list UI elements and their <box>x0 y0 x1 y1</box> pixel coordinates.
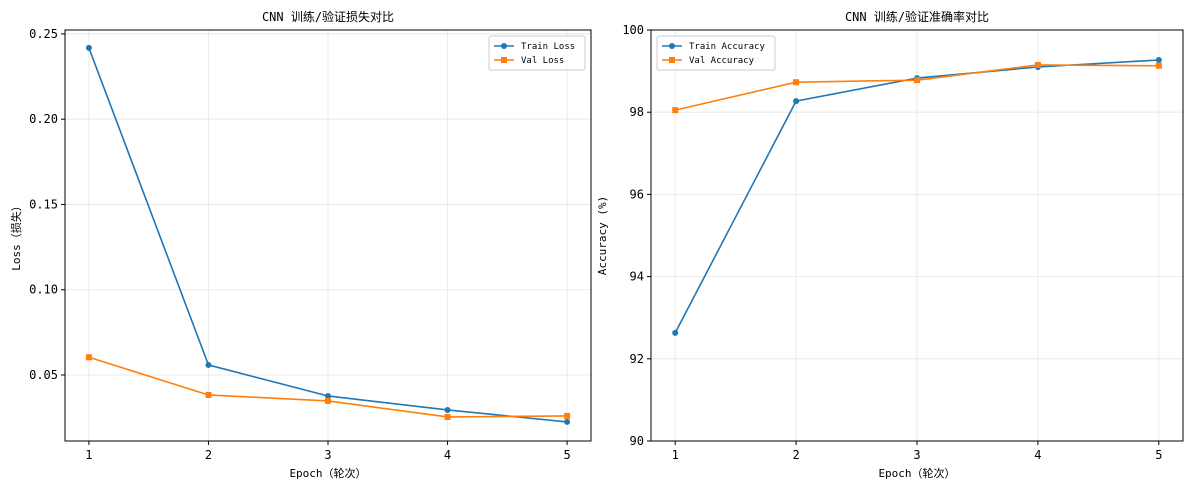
legend-marker <box>501 43 507 49</box>
data-point <box>205 391 212 398</box>
legend-box <box>656 35 776 71</box>
data-point <box>564 418 571 425</box>
x-tick-label: 3 <box>913 448 920 462</box>
legend-label: Train Loss <box>521 42 575 52</box>
x-tick-label: 1 <box>672 448 679 462</box>
data-point <box>325 397 331 404</box>
chart-accuracy: 1 2 3 4 5 90 92 94 96 98 100 CNN 训练/验证准确率对比 Epoch（轮次… <box>596 9 1184 480</box>
axes-frame <box>650 29 1184 442</box>
y-tick-label: 0.10 <box>29 283 58 297</box>
legend-label: Train Accuracy <box>689 42 765 52</box>
data-point <box>914 77 920 84</box>
y-tick-label: 96 <box>630 187 644 201</box>
data-point <box>85 44 92 51</box>
data-point <box>1155 57 1162 64</box>
y-tick-label: 0.05 <box>29 368 58 382</box>
chart-title: CNN 训练/验证损失对比 <box>262 9 394 24</box>
legend-marker <box>669 57 675 63</box>
legend-box <box>488 35 586 71</box>
data-point <box>1034 61 1041 68</box>
data-point <box>205 361 212 368</box>
y-axis-label: Loss（损失） <box>9 200 23 271</box>
x-tick-label: 2 <box>205 448 212 462</box>
data-point <box>672 329 679 336</box>
y-tick-label: 94 <box>630 270 644 284</box>
x-tick-label: 4 <box>444 448 451 462</box>
x-axis-label: Epoch（轮次） <box>878 466 955 480</box>
chart-loss: 1 2 3 4 5 0.05 0.10 0.15 0.20 0.25 CNN 训练/验证损失对比 Ep… <box>9 9 592 480</box>
x-tick-label: 3 <box>324 448 331 462</box>
y-tick-label: 98 <box>630 105 644 119</box>
x-tick-label: 2 <box>792 448 799 462</box>
data-point <box>444 413 451 420</box>
axes-frame <box>64 29 592 442</box>
data-point <box>793 98 800 105</box>
x-tick-label: 5 <box>563 448 570 462</box>
x-tick-label: 1 <box>85 448 92 462</box>
x-axis-label: Epoch（轮次） <box>289 466 366 480</box>
x-tick-label: 4 <box>1034 448 1041 462</box>
data-point <box>325 392 331 399</box>
data-point <box>444 406 451 413</box>
legend-marker <box>669 43 675 49</box>
data-point <box>793 79 800 86</box>
legend-label: Val Loss <box>521 56 564 66</box>
chart-title: CNN 训练/验证准确率对比 <box>845 9 989 24</box>
y-tick-label: 0.20 <box>29 112 58 126</box>
legend: Train Loss Val Loss <box>488 35 586 71</box>
data-point <box>564 412 571 419</box>
legend-label: Val Accuracy <box>689 56 755 66</box>
legend: Train Accuracy Val Accuracy <box>656 35 776 71</box>
data-point <box>672 107 679 114</box>
data-point <box>1155 62 1162 69</box>
y-tick-label: 0.25 <box>29 27 58 41</box>
y-axis-label: Accuracy (%) <box>596 196 609 275</box>
legend-marker <box>501 57 507 63</box>
x-tick-label: 5 <box>1155 448 1162 462</box>
data-point <box>85 354 92 361</box>
y-tick-label: 100 <box>622 23 644 37</box>
y-tick-label: 92 <box>630 352 644 366</box>
y-tick-label: 0.15 <box>29 197 58 211</box>
y-tick-label: 90 <box>630 434 644 448</box>
